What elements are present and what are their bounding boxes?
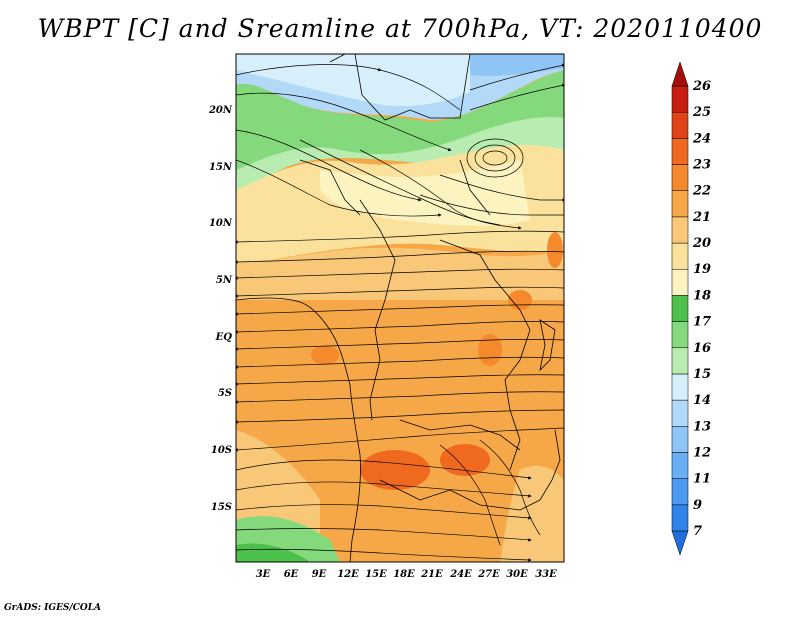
colorbar-box [671, 478, 689, 506]
colorbar-box [671, 399, 689, 427]
colorbar-label: 26 [692, 79, 711, 94]
lat-tick-EQ: EQ [215, 332, 233, 343]
colorbar-box [671, 216, 689, 244]
lon-tick-18E: 18E [393, 569, 415, 580]
colorbar-label: 11 [693, 472, 711, 487]
colorbar-label: 21 [692, 210, 711, 225]
lon-tick-21E: 21E [420, 569, 443, 580]
colorbar-label: 19 [693, 262, 711, 277]
lon-tick-3E: 3E [256, 569, 271, 580]
colorbar-box [671, 295, 689, 322]
lat-tick-5S: 5S [218, 388, 232, 399]
colorbar-label: 22 [692, 184, 711, 199]
colorbar-box [671, 504, 689, 532]
colorbar-box [671, 373, 689, 401]
colorbar-label: 16 [693, 341, 711, 356]
lon-tick-30E: 30E [506, 569, 528, 580]
colorbar-label: 18 [693, 288, 711, 303]
colorbar-box [671, 426, 689, 453]
lat-tick-20N: 20N [208, 105, 233, 116]
colorbar-min-triangle [671, 530, 689, 556]
lon-tick-27E: 27E [477, 569, 500, 580]
colorbar-label: 23 [692, 158, 711, 173]
lat-tick-15N: 15N [209, 162, 233, 173]
colorbar-label: 20 [692, 236, 711, 251]
colorbar-box [671, 138, 689, 165]
colorbar-max-triangle [671, 61, 689, 87]
lon-tick-6E: 6E [284, 569, 299, 580]
colorbar-box [671, 347, 689, 375]
lon-tick-24E: 24E [449, 569, 472, 580]
coastlines [236, 54, 561, 562]
lon-tick-33E: 33E [535, 569, 557, 580]
colorbar-box [671, 268, 689, 296]
colorbar-label: 24 [692, 131, 711, 146]
map-frame [235, 53, 565, 563]
colorbar-label: 25 [692, 105, 711, 120]
wbpt-field [236, 54, 564, 562]
lat-tick-15S: 15S [211, 502, 232, 513]
lon-tick-9E: 9E [312, 569, 327, 580]
colorbar-box [671, 452, 689, 479]
colorbar-label: 12 [693, 445, 711, 460]
chart-title: WBPT [C] and Sreamline at 700hPa, VT: 20… [37, 14, 763, 43]
lat-tick-10S: 10S [211, 445, 232, 456]
colorbar-label: 17 [693, 315, 711, 330]
colorbar-box [671, 321, 689, 349]
streamlines [236, 63, 564, 562]
colorbar-label: 9 [693, 498, 702, 513]
colorbar-box [671, 242, 689, 270]
colorbar-box [671, 85, 689, 113]
colorbar-label: 7 [693, 524, 702, 539]
colorbar-label: 14 [693, 393, 711, 408]
lat-tick-10N: 10N [209, 218, 233, 229]
axis-ticks: 20N 15N 10N 5N EQ 5S 10S 15S 3E 6E 9E 12… [208, 105, 557, 580]
colorbar-box [671, 164, 689, 191]
lon-tick-15E: 15E [365, 569, 387, 580]
credit-text: GrADS: IGES/COLA [4, 603, 102, 613]
lon-tick-12E: 12E [337, 569, 359, 580]
colorbar-box [671, 111, 689, 139]
colorbar-box [671, 190, 689, 218]
colorbar-label: 15 [693, 367, 711, 382]
lat-tick-5N: 5N [216, 275, 233, 286]
colorbar: 7 9 11 12 13 14 15 16 17 18 19 20 21 22 23 24 25 26 [671, 61, 711, 556]
colorbar-label: 13 [693, 419, 711, 434]
